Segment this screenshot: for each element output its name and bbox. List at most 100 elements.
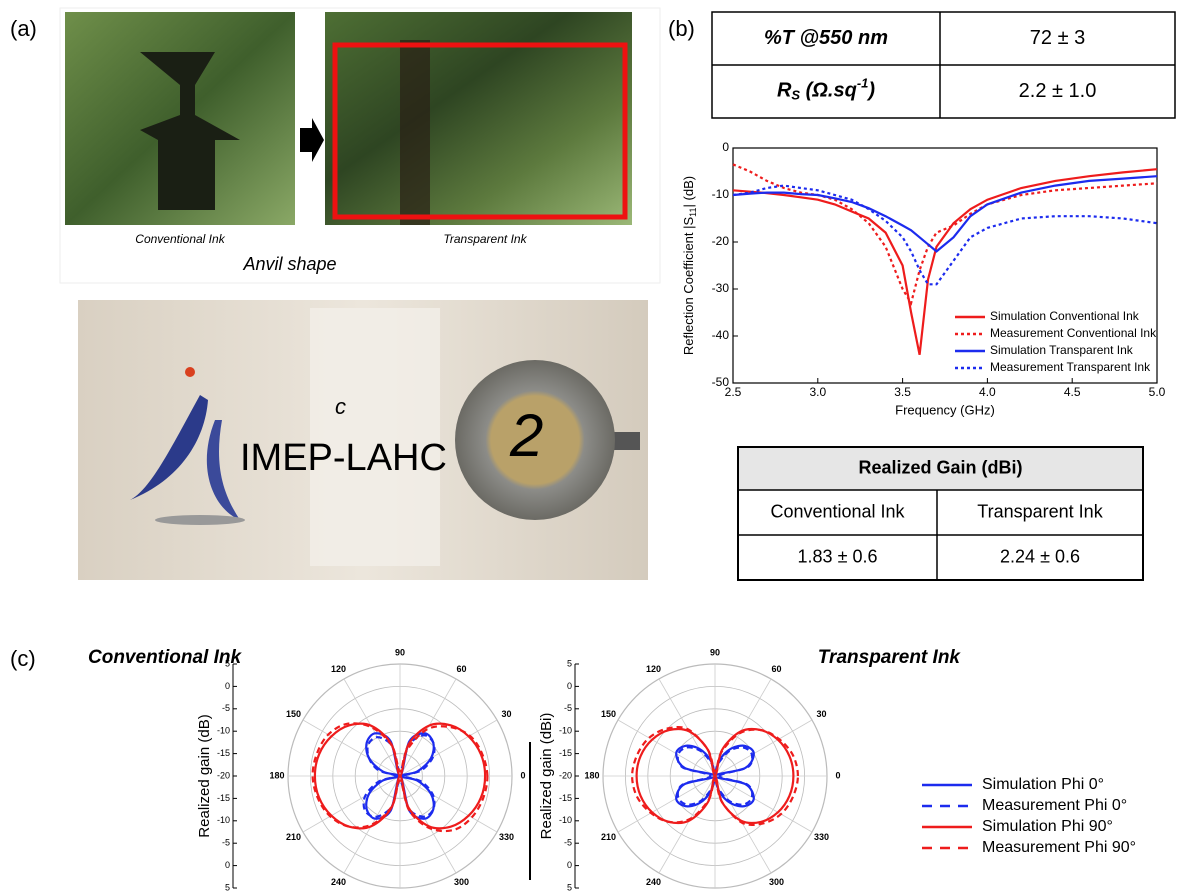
r-tick-label: -15: [559, 793, 572, 803]
grid-spoke: [400, 776, 497, 832]
y-tick-label: -20: [712, 234, 730, 248]
r-tick-label: -10: [217, 815, 230, 825]
x-tick-label: 4.0: [979, 385, 996, 399]
chart-title: Transparent Ink: [818, 647, 962, 668]
theta-tick-label: 210: [601, 832, 616, 842]
y-axis-label-part: 11: [688, 207, 698, 216]
theta-tick-label: 240: [331, 877, 346, 887]
y-axis-label-part: Reflection Coefficient |S: [681, 216, 696, 355]
panel-label: (b): [668, 16, 695, 41]
table-cell: 1.83 ± 0.6: [798, 546, 878, 566]
theta-tick-label: 0: [520, 770, 525, 780]
legend-label: Measurement Phi 0°: [982, 797, 1127, 814]
legend-label: Simulation Phi 90°: [982, 818, 1113, 835]
y-tick-label: -50: [712, 375, 730, 389]
legend-label: Simulation Phi 0°: [982, 776, 1104, 793]
y-tick-label: -30: [712, 281, 730, 295]
r-tick-label: 5: [225, 882, 230, 892]
theta-tick-label: 60: [771, 664, 781, 674]
r-tick-label: -20: [559, 770, 572, 780]
grid-spoke: [303, 720, 400, 776]
r-tick-label: -5: [222, 703, 230, 713]
theta-tick-label: 330: [814, 832, 829, 842]
grid-spoke: [715, 679, 771, 776]
theta-tick-label: 150: [286, 709, 301, 719]
table-cell: %T @550 nm: [764, 27, 888, 49]
handwriting: c: [335, 394, 346, 419]
grid-spoke: [659, 776, 715, 873]
logo-dot: [185, 367, 195, 377]
theta-tick-label: 120: [331, 664, 346, 674]
r-tick-label: -15: [217, 793, 230, 803]
panel-label: (a): [10, 16, 37, 41]
panel-label: (c): [10, 646, 36, 671]
x-tick-label: 3.0: [809, 385, 826, 399]
table-header: Conventional Ink: [770, 501, 905, 521]
table-cell-part: (Ω.sq: [800, 80, 857, 102]
grid-spoke: [715, 720, 812, 776]
y-tick-label: 0: [722, 140, 729, 154]
logo-shadow: [155, 515, 245, 525]
theta-tick-label: 300: [769, 877, 784, 887]
r-tick-label: 0: [567, 681, 572, 691]
table-cell-part: R: [777, 80, 792, 102]
r-tick-label: -20: [217, 770, 230, 780]
r-tick-label: -5: [564, 838, 572, 848]
x-axis-label: Frequency (GHz): [895, 402, 995, 417]
x-tick-label: 4.5: [1064, 385, 1081, 399]
coin-text: 2: [509, 402, 543, 469]
theta-tick-label: 0: [835, 770, 840, 780]
table-cell-part: ): [866, 80, 875, 102]
figure: (a) (b) (c) Conventional Ink Transparent Ink…: [0, 0, 1190, 895]
r-tick-label: -10: [559, 815, 572, 825]
x-tick-label: 3.5: [894, 385, 911, 399]
theta-tick-label: 120: [646, 664, 661, 674]
legend-label: Simulation Transparent Ink: [990, 343, 1134, 357]
r-tick-label: -10: [217, 726, 230, 736]
theta-tick-label: 330: [499, 832, 514, 842]
y-tick-label: -10: [712, 187, 730, 201]
theta-tick-label: 180: [269, 770, 284, 780]
grid-spoke: [618, 776, 715, 832]
r-tick-label: 0: [225, 681, 230, 691]
caption: Transparent Ink: [443, 232, 527, 246]
caption: Conventional Ink: [135, 232, 225, 246]
chart-title: Conventional Ink: [88, 647, 243, 668]
table-header: Transparent Ink: [977, 501, 1103, 521]
r-tick-label: -5: [222, 838, 230, 848]
logo-text: IMEP-LAHC: [240, 437, 447, 479]
r-tick-label: -5: [564, 703, 572, 713]
y-axis-label: Reflection Coefficient |S11| (dB): [681, 176, 698, 355]
theta-tick-label: 30: [817, 709, 827, 719]
theta-tick-label: 180: [584, 770, 599, 780]
r-tick-label: 5: [567, 882, 572, 892]
theta-tick-label: 30: [502, 709, 512, 719]
r-tick-label: 5: [567, 658, 572, 668]
legend-label: Simulation Conventional Ink: [990, 309, 1140, 323]
r-tick-label: -15: [559, 748, 572, 758]
anvil-feed: [158, 140, 215, 210]
x-tick-label: 5.0: [1149, 385, 1166, 399]
r-tick-label: 5: [225, 658, 230, 668]
legend-label: Measurement Conventional Ink: [990, 326, 1157, 340]
legend-label: Measurement Phi 90°: [982, 839, 1136, 856]
theta-tick-label: 300: [454, 877, 469, 887]
table-cell: 2.24 ± 0.6: [1000, 546, 1080, 566]
table-cell: 72 ± 3: [1030, 27, 1085, 49]
r-axis-label: Realized gain (dB): [196, 714, 213, 837]
table-title: Realized Gain (dBi): [858, 457, 1022, 477]
theta-tick-label: 90: [710, 647, 720, 657]
theta-tick-label: 240: [646, 877, 661, 887]
y-axis-label-part: | (dB): [681, 176, 696, 208]
table-cell: 2.2 ± 1.0: [1019, 80, 1097, 102]
r-tick-label: 0: [567, 860, 572, 870]
theta-tick-label: 90: [395, 647, 405, 657]
theta-tick-label: 210: [286, 832, 301, 842]
r-tick-label: -15: [217, 748, 230, 758]
r-tick-label: -10: [559, 726, 572, 736]
grid-spoke: [303, 776, 400, 832]
subtitle: Anvil shape: [242, 254, 336, 274]
r-tick-label: 0: [225, 860, 230, 870]
grid-spoke: [400, 720, 497, 776]
table-cell-part: -1: [857, 76, 869, 91]
